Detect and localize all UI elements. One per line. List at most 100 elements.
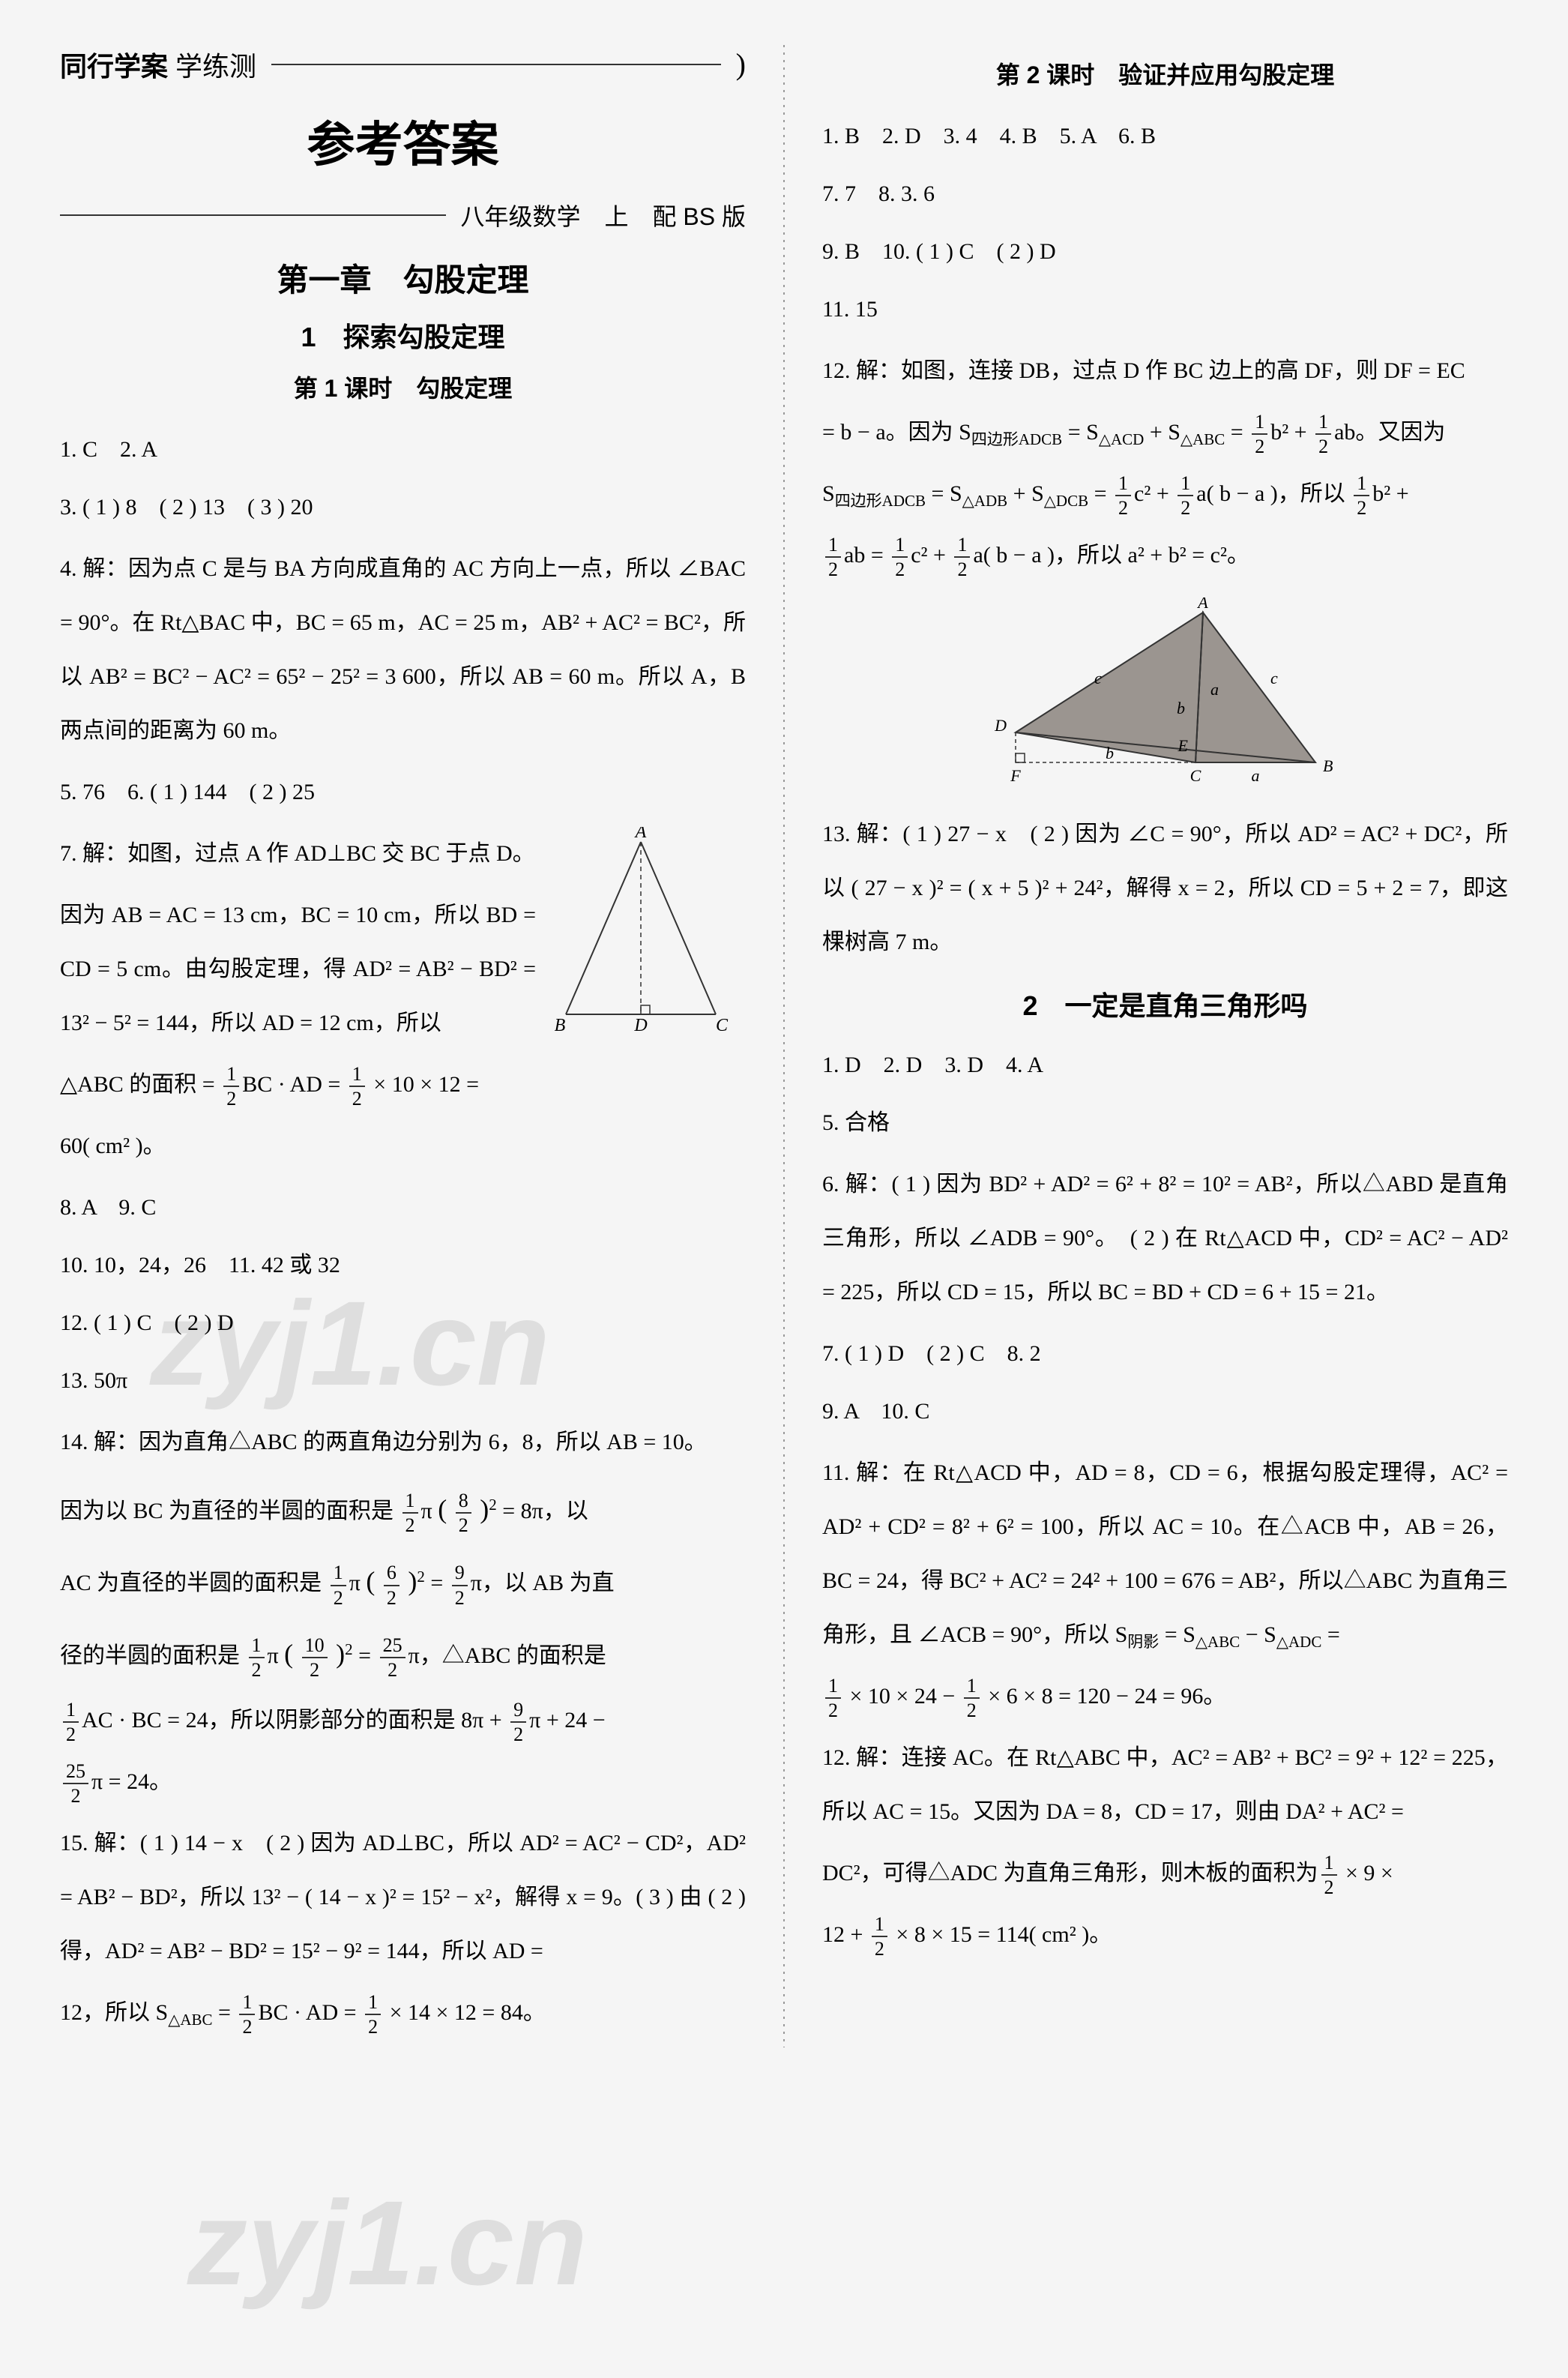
- svg-text:c: c: [1270, 669, 1278, 687]
- solution-text: 60( cm² )。: [60, 1119, 746, 1173]
- text: c² +: [1134, 481, 1175, 506]
- text: 径的半圆的面积是: [60, 1643, 240, 1668]
- solution-text: AC 为直径的半圆的面积是 12π ( 62 )2 = 92π，以 AB 为直: [60, 1549, 746, 1613]
- text: BC · AD =: [242, 1072, 346, 1097]
- solution-text: 12AC · BC = 24，所以阴影部分的面积是 8π + 92π + 24 …: [60, 1694, 746, 1748]
- answer-row: 5. 76 6. ( 1 ) 144 ( 2 ) 25: [60, 765, 746, 819]
- text: S: [822, 481, 835, 506]
- solution: 14. 解：因为直角△ABC 的两直角边分别为 6，8，所以 AB = 10。: [60, 1415, 746, 1469]
- text: c² +: [911, 543, 951, 568]
- solution-text: △ABC 的面积 = 12BC · AD = 12 × 10 × 12 =: [60, 1058, 746, 1112]
- text: △ACD: [1099, 430, 1145, 448]
- text: = S: [1159, 1622, 1195, 1647]
- answer-row: 11. 15: [822, 283, 1508, 337]
- series-light: 学练测: [175, 45, 256, 84]
- text: =: [213, 2000, 237, 2025]
- text: = S: [926, 481, 962, 506]
- column-divider: [783, 45, 785, 2047]
- svg-text:F: F: [1010, 766, 1021, 785]
- svg-text:D: D: [633, 1016, 647, 1035]
- text: 因为以 BC 为直径的半圆的面积是: [60, 1499, 393, 1523]
- svg-text:C: C: [1189, 766, 1201, 785]
- svg-text:D: D: [994, 716, 1007, 735]
- answer-row: 8. A 9. C: [60, 1181, 746, 1235]
- text: =: [425, 1571, 449, 1595]
- lesson-title: 第 2 课时 验证并应用勾股定理: [822, 56, 1508, 91]
- svg-text:C: C: [716, 1016, 729, 1035]
- left-column: 同行学案 学练测 ) 参考答案 八年级数学 上 配 BS 版 第一章 勾股定理 …: [60, 45, 746, 2047]
- text: =: [353, 1643, 377, 1668]
- text: DC²，可得△ADC 为直角三角形，则木板的面积为: [822, 1861, 1318, 1885]
- text: = S: [1062, 420, 1099, 445]
- svg-text:a: a: [1251, 766, 1259, 785]
- solution: 6. 解：( 1 ) 因为 BD² + AD² = 6² + 8² = 10² …: [822, 1158, 1508, 1319]
- text: − S: [1240, 1622, 1276, 1647]
- lesson-title: 第 1 课时 勾股定理: [60, 370, 746, 404]
- text: △ADC: [1276, 1633, 1322, 1651]
- solution-text: 11. 解：在 Rt△ACD 中，AD = 8，CD = 6，根据勾股定理得，A…: [822, 1446, 1508, 1662]
- text: × 10 × 12 =: [368, 1072, 479, 1097]
- text: BC · AD =: [258, 2000, 362, 2025]
- solution: 4. 解：因为点 C 是与 BA 方向成直角的 AC 方向上一点，所以 ∠BAC…: [60, 542, 746, 758]
- watermark: zyj1.cn: [187, 2174, 588, 2312]
- svg-text:b: b: [1106, 744, 1114, 762]
- svg-text:A: A: [1196, 597, 1208, 612]
- solution-text: 12 + 12 × 8 × 15 = 114( cm² )。: [822, 1908, 1508, 1962]
- proof-figure: A B C D E F a a b c c b: [978, 597, 1353, 792]
- text: π，以 AB 为直: [471, 1571, 615, 1595]
- text: AC · BC = 24，所以阴影部分的面积是 8π +: [82, 1708, 507, 1733]
- text: ab。又因为: [1334, 420, 1445, 445]
- text: a( b − a )，所以: [1196, 481, 1345, 506]
- text: △DCB: [1044, 492, 1088, 510]
- header-rule: [271, 64, 721, 65]
- solution-text: S四边形ADCB = S△ADB + S△DCB = 12c² + 12a( b…: [822, 467, 1508, 521]
- section-title: 1 探索勾股定理: [60, 316, 746, 355]
- header: 同行学案 学练测 ) 参考答案 八年级数学 上 配 BS 版: [60, 45, 746, 232]
- text: 12 +: [822, 1922, 869, 1947]
- text: △ABC: [1180, 430, 1225, 448]
- answer-row: 7. ( 1 ) D ( 2 ) C 8. 2: [822, 1327, 1508, 1381]
- svg-text:a: a: [1210, 680, 1219, 699]
- text: = b − a。因为 S: [822, 420, 971, 445]
- answer-row: 5. 合格: [822, 1096, 1508, 1150]
- series-bold: 同行学案: [60, 45, 168, 84]
- text: =: [1088, 481, 1112, 506]
- chapter-title: 第一章 勾股定理: [60, 255, 746, 301]
- text: 12，所以 S: [60, 2000, 168, 2025]
- text: + S: [1007, 481, 1044, 506]
- subtitle: 八年级数学 上 配 BS 版: [461, 198, 746, 232]
- text: × 8 × 15 = 114( cm² )。: [890, 1922, 1112, 1947]
- text: π + 24 −: [529, 1708, 605, 1733]
- text: 阴影: [1127, 1633, 1159, 1651]
- answer-row: 7. 7 8. 3. 6: [822, 167, 1508, 221]
- solution: 15. 解：( 1 ) 14 − x ( 2 ) 因为 AD⊥BC，所以 AD²…: [60, 1816, 746, 1978]
- solution-with-figure: 7. 解：如图，过点 A 作 AD⊥BC 交 BC 于点 D。 因为 AB = …: [60, 827, 746, 1050]
- text: × 6 × 8 = 120 − 24 = 96。: [983, 1684, 1226, 1709]
- text: 11. 解：在 Rt△ACD 中，AD = 8，CD = 6，根据勾股定理得，A…: [822, 1460, 1508, 1647]
- text: × 14 × 12 = 84。: [384, 2000, 546, 2025]
- solution: 12. 解：连接 AC。在 Rt△ABC 中，AC² = AB² + BC² =…: [822, 1731, 1508, 1839]
- answer-row: 12. ( 1 ) C ( 2 ) D: [60, 1296, 746, 1350]
- answer-row: 9. A 10. C: [822, 1385, 1508, 1439]
- text: =: [1321, 1622, 1339, 1647]
- text: π: [268, 1643, 279, 1668]
- solution-text: 12 × 10 × 24 − 12 × 6 × 8 = 120 − 24 = 9…: [822, 1670, 1508, 1724]
- text: π = 24。: [91, 1769, 172, 1794]
- text: ab =: [844, 543, 889, 568]
- text: π: [349, 1571, 361, 1595]
- solution-text: 7. 解：如图，过点 A 作 AD⊥BC 交 BC 于点 D。: [60, 827, 536, 881]
- right-column: 第 2 课时 验证并应用勾股定理 1. B 2. D 3. 4 4. B 5. …: [822, 45, 1508, 2047]
- text: =: [1225, 420, 1249, 445]
- svg-text:B: B: [1323, 756, 1333, 775]
- main-title: 参考答案: [60, 106, 746, 175]
- answer-row: 10. 10，24，26 11. 42 或 32: [60, 1238, 746, 1292]
- text: 四边形ADCB: [835, 492, 926, 510]
- answer-row: 3. ( 1 ) 8 ( 2 ) 13 ( 3 ) 20: [60, 481, 746, 535]
- solution-text: 252π = 24。: [60, 1755, 746, 1809]
- triangle-figure: A B D C: [543, 827, 738, 1037]
- text: 四边形ADCB: [971, 430, 1062, 448]
- solution: 13. 解：( 1 ) 27 − x ( 2 ) 因为 ∠C = 90°，所以 …: [822, 807, 1508, 969]
- text: = 8π，以: [502, 1499, 588, 1523]
- solution-text: 因为 AB = AC = 13 cm，BC = 10 cm，所以 BD = CD…: [60, 888, 536, 1050]
- solution-text: DC²，可得△ADC 为直角三角形，则木板的面积为12 × 9 ×: [822, 1846, 1508, 1900]
